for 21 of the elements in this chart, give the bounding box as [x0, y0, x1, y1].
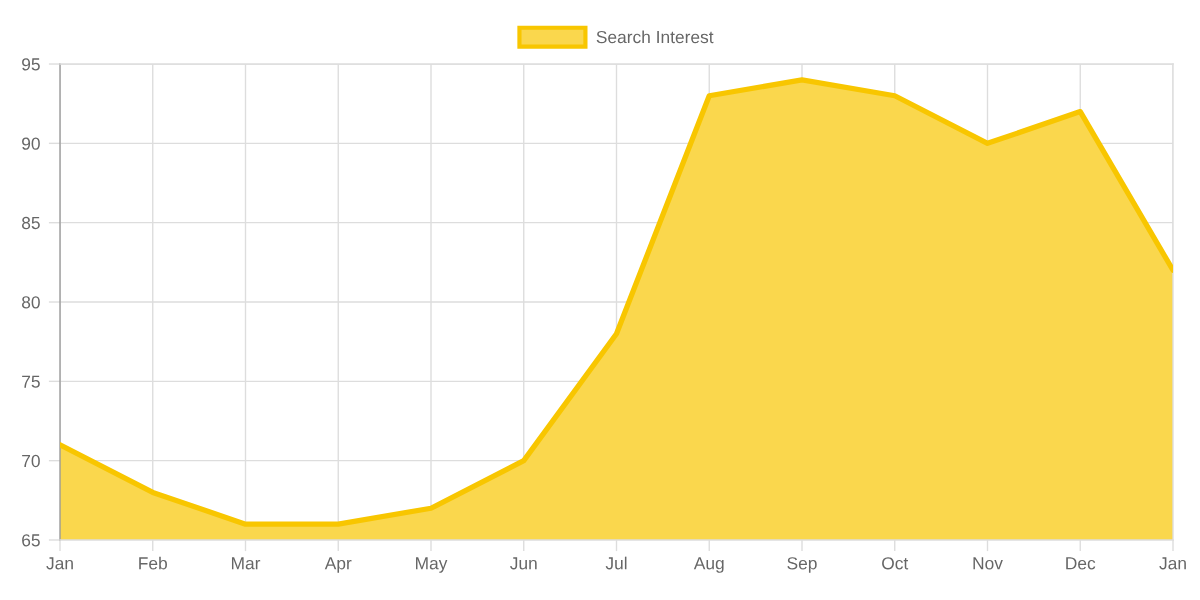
- y-tick-label: 80: [22, 296, 40, 309]
- y-tick-label: 90: [22, 137, 40, 150]
- y-tick-label: 95: [22, 58, 40, 71]
- x-tick-label: Aug: [693, 557, 724, 573]
- x-tick-label: Dec: [1066, 557, 1096, 570]
- x-tick-label: Nov: [973, 557, 1003, 570]
- x-tick-label: Sep: [787, 557, 817, 573]
- y-tick-label: 65: [22, 534, 40, 547]
- x-tick-label: Mar: [231, 557, 261, 570]
- x-tick-label: Jan: [1159, 557, 1186, 570]
- legend-label: Search Interest: [596, 30, 714, 44]
- x-tick-label: Jan: [46, 557, 73, 570]
- x-tick-label: Apr: [324, 557, 352, 573]
- x-tick-label: May: [416, 557, 448, 573]
- x-tick-label: Jul: [605, 556, 627, 570]
- x-tick-label: Feb: [139, 556, 167, 570]
- y-tick-label: 70: [22, 454, 40, 468]
- x-tick-label: Oct: [882, 557, 909, 570]
- y-tick-label: 75: [22, 375, 40, 388]
- x-tick-label: Jun: [510, 557, 537, 570]
- y-tick-label: 85: [22, 216, 40, 230]
